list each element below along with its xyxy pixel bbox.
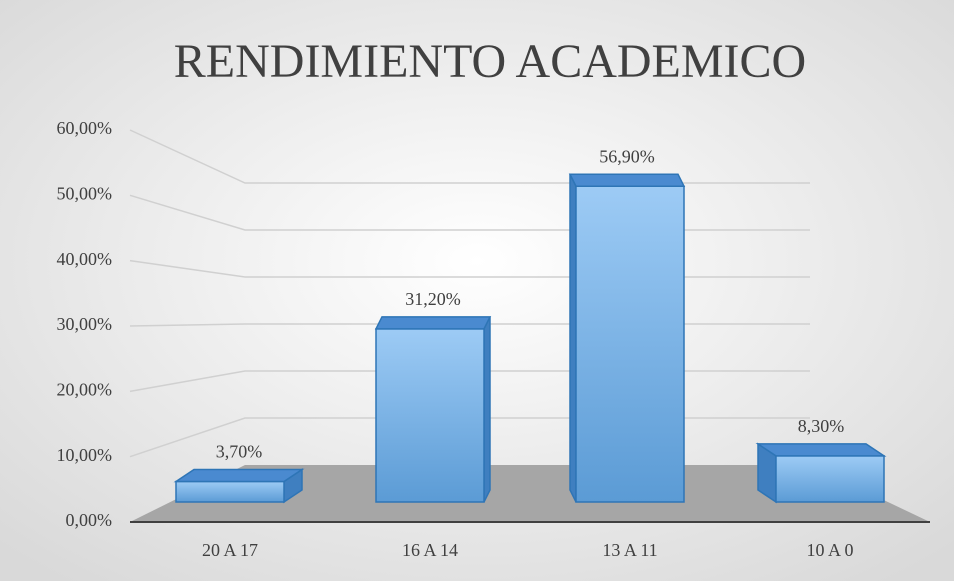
y-tick-label: 40,00% bbox=[57, 249, 113, 269]
data-label: 31,20% bbox=[405, 289, 461, 309]
bar bbox=[173, 468, 305, 504]
bar-face bbox=[175, 480, 285, 503]
data-label: 3,70% bbox=[216, 442, 263, 462]
bar-face bbox=[374, 316, 492, 330]
y-tick-label: 50,00% bbox=[57, 183, 113, 203]
bar-face bbox=[575, 185, 685, 503]
data-label: 56,90% bbox=[599, 146, 655, 166]
bar bbox=[568, 173, 686, 503]
floor bbox=[130, 465, 930, 522]
x-tick-label: 10 A 0 bbox=[806, 540, 853, 560]
x-tick-label: 16 A 14 bbox=[402, 540, 458, 560]
y-tick-label: 10,00% bbox=[57, 445, 113, 465]
x-tick-label: 13 A 11 bbox=[602, 540, 657, 560]
bar bbox=[755, 442, 887, 504]
bar-face bbox=[173, 468, 305, 483]
bar-face bbox=[375, 328, 485, 503]
data-label: 8,30% bbox=[798, 416, 845, 436]
x-tick-label: 20 A 17 bbox=[202, 540, 258, 560]
bar-face bbox=[483, 316, 491, 503]
bar bbox=[374, 316, 492, 503]
y-tick-label: 60,00% bbox=[57, 118, 113, 138]
bar-face bbox=[755, 443, 887, 457]
y-tick-label: 30,00% bbox=[57, 314, 113, 334]
bar-face bbox=[568, 173, 686, 187]
bar-face bbox=[775, 455, 885, 503]
bar-face bbox=[569, 173, 577, 503]
y-tick-label: 20,00% bbox=[57, 379, 113, 399]
y-tick-label: 0,00% bbox=[66, 510, 113, 530]
chart-title: RENDIMIENTO ACADEMICO bbox=[174, 35, 806, 88]
